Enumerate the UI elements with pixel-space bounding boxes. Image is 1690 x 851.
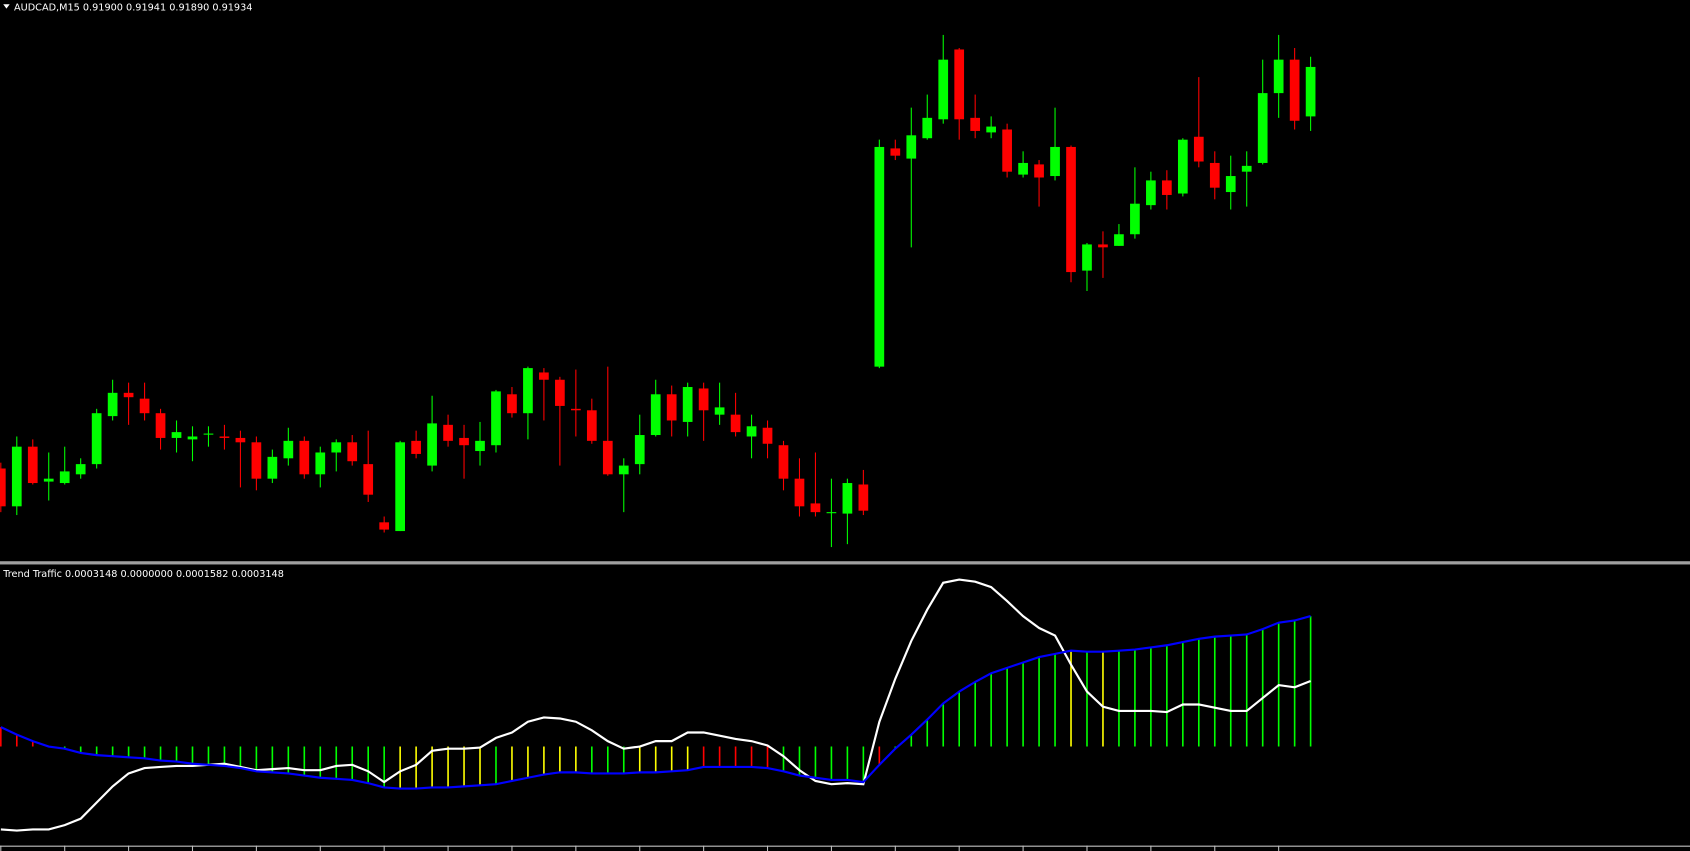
candle-body <box>235 437 246 443</box>
candle-body <box>187 436 198 440</box>
indicator-line <box>0 615 1311 790</box>
candle-body <box>938 59 949 120</box>
candle-body <box>1066 146 1076 273</box>
candle-body <box>363 464 374 495</box>
candle-body <box>666 394 677 421</box>
candle-body <box>1193 136 1204 162</box>
candle-body <box>1225 176 1236 193</box>
candle-body <box>1289 59 1300 121</box>
candle-body <box>874 146 885 367</box>
candle-body <box>539 372 549 380</box>
candle-body <box>954 49 965 120</box>
price-header: AUDCAD,M15 0.91900 0.91941 0.91890 0.919… <box>14 3 252 14</box>
candle-body <box>75 464 86 475</box>
candle-body <box>586 410 597 441</box>
candle-body <box>299 440 310 475</box>
candle-body <box>810 503 821 513</box>
candle-body <box>27 446 38 484</box>
candle-body <box>251 442 262 479</box>
candle-body <box>395 442 405 532</box>
candle-body <box>778 445 789 479</box>
candle-body <box>1082 244 1092 271</box>
candle-body <box>107 392 118 417</box>
candle-body <box>682 387 693 422</box>
indicator-header: Trend Traffic 0.0003148 0.0000000 0.0001… <box>2 569 284 580</box>
candle-body <box>123 392 134 398</box>
candle-body <box>411 440 421 454</box>
candle-body <box>283 440 294 459</box>
candle-body <box>1018 162 1028 175</box>
candle-body <box>171 432 182 438</box>
candle-body <box>1146 180 1156 206</box>
candle-body <box>650 394 661 436</box>
candle-body <box>906 135 917 159</box>
candle-body <box>1241 165 1252 172</box>
candle-body <box>507 394 517 414</box>
candle-body <box>203 433 214 435</box>
candle-body <box>922 117 933 139</box>
candle-body <box>571 408 581 411</box>
candle-body <box>634 435 645 465</box>
candle-body <box>139 398 150 414</box>
candle-body <box>746 426 757 437</box>
candle-body <box>315 452 326 475</box>
candle-body <box>794 478 805 507</box>
candle-body <box>1273 59 1284 94</box>
candle-body <box>91 413 102 465</box>
candle-body <box>331 442 342 453</box>
candle-body <box>1162 180 1172 195</box>
candle-body <box>730 414 741 433</box>
candle-body <box>1050 146 1060 177</box>
candle-body <box>1034 164 1044 178</box>
candle-body <box>459 437 469 446</box>
candle-body <box>1098 244 1108 248</box>
candle-body <box>491 391 501 446</box>
candle-body <box>1177 139 1188 194</box>
candle-body <box>379 522 390 530</box>
candle-body <box>714 407 725 415</box>
candle-body <box>1002 129 1012 172</box>
candle-body <box>1209 162 1220 188</box>
panel-separator[interactable] <box>0 561 1690 565</box>
candle-body <box>59 471 70 484</box>
candle-body <box>826 512 837 514</box>
candle-body <box>267 456 278 479</box>
candle-body <box>43 478 54 482</box>
candle-body <box>523 368 533 414</box>
candle-body <box>970 117 981 131</box>
candle-body <box>347 442 358 462</box>
candle-body <box>475 440 485 452</box>
menu-triangle[interactable] <box>3 4 10 9</box>
candle-body <box>762 427 773 444</box>
candle-body <box>890 148 901 156</box>
candle-body <box>618 465 629 475</box>
indicator-line <box>0 578 1312 832</box>
candle-body <box>842 483 853 514</box>
candle-body <box>1305 66 1316 117</box>
candle-body <box>0 468 6 507</box>
candle-body <box>155 413 166 438</box>
candle-body <box>1257 93 1268 163</box>
candle-body <box>1114 234 1124 246</box>
candle-body <box>602 440 613 475</box>
candle-body <box>1130 203 1140 235</box>
candle-body <box>698 388 709 411</box>
candle-body <box>443 424 453 441</box>
candle-body <box>427 423 437 466</box>
candle-body <box>555 379 565 406</box>
candle-body <box>858 484 869 511</box>
candle-body <box>11 446 22 507</box>
candle-body <box>219 436 230 438</box>
candle-body <box>986 126 997 133</box>
